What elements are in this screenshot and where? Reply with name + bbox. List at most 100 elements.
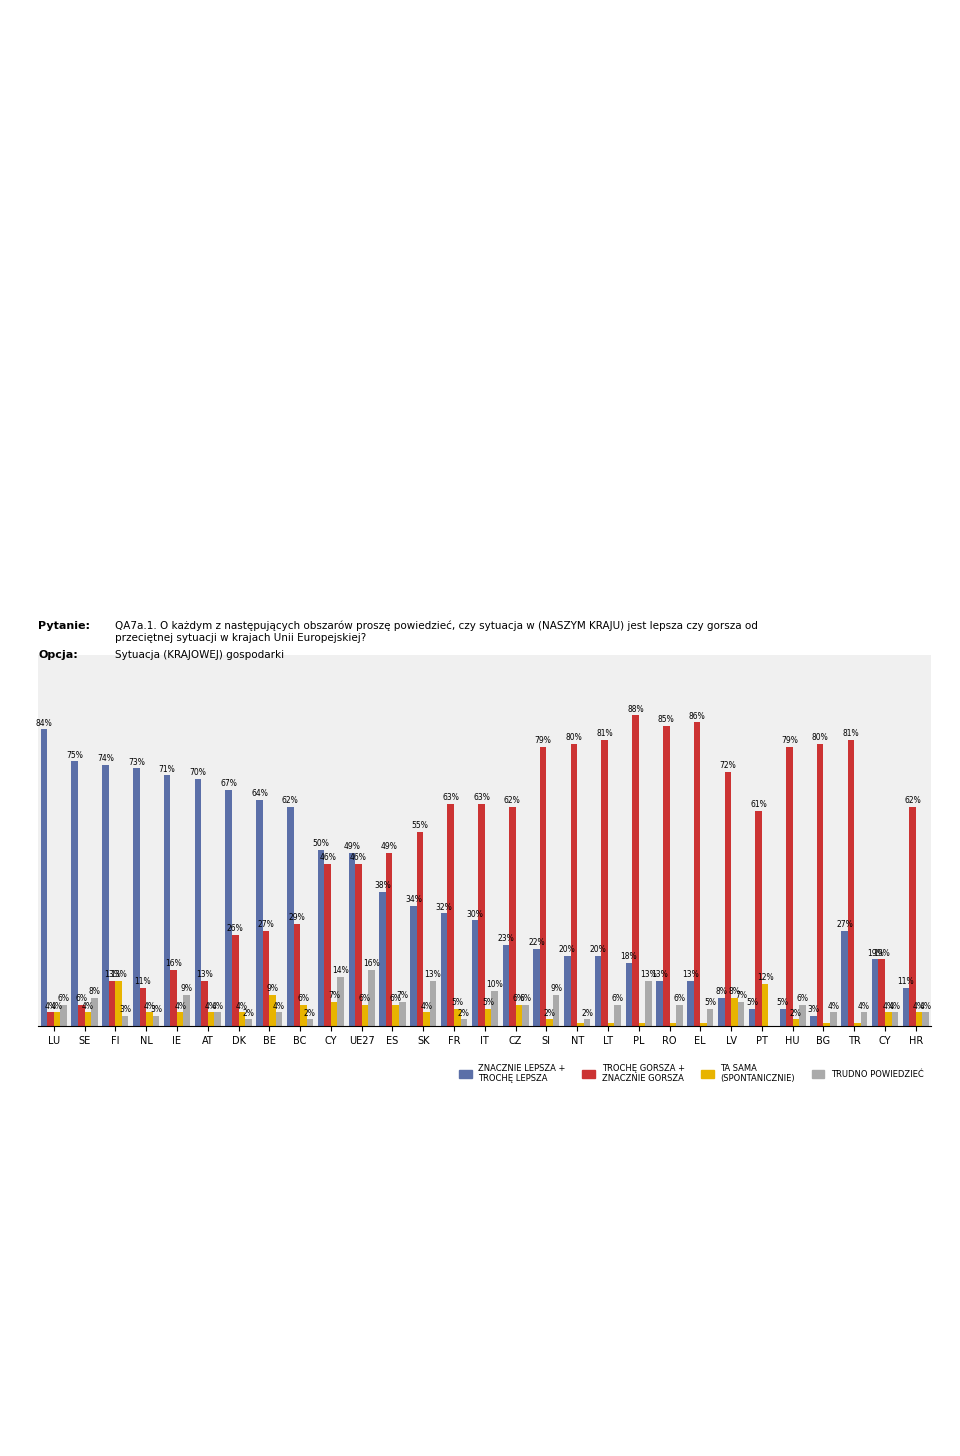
Text: Sytuacja (KRAJOWEJ) gospodarki: Sytuacja (KRAJOWEJ) gospodarki	[115, 651, 284, 660]
Bar	[509, 807, 516, 1026]
Text: 2%: 2%	[790, 1009, 802, 1018]
Bar	[91, 999, 98, 1026]
Bar	[153, 1016, 159, 1026]
Text: Opcja:: Opcja:	[38, 651, 78, 660]
Bar	[564, 955, 570, 1026]
Bar	[577, 1024, 584, 1026]
Text: 32%: 32%	[436, 903, 452, 911]
Text: 85%: 85%	[658, 715, 675, 724]
Bar	[601, 740, 608, 1026]
Text: 22%: 22%	[528, 938, 545, 946]
Bar	[553, 994, 560, 1026]
Text: 6%: 6%	[58, 994, 70, 1003]
Text: 9%: 9%	[267, 984, 278, 993]
Text: 19%: 19%	[867, 948, 883, 958]
Bar	[369, 970, 374, 1026]
Text: 16%: 16%	[363, 960, 380, 968]
Bar	[626, 962, 633, 1026]
Text: 13%: 13%	[424, 970, 442, 978]
Bar	[139, 987, 146, 1026]
Bar	[534, 949, 540, 1026]
Bar	[318, 850, 324, 1026]
Bar	[732, 999, 737, 1026]
Bar	[725, 772, 732, 1026]
Bar	[540, 747, 546, 1026]
Bar	[638, 1024, 645, 1026]
Text: 79%: 79%	[535, 737, 552, 745]
Text: 81%: 81%	[843, 729, 859, 738]
Bar	[737, 1002, 744, 1026]
Text: 6%: 6%	[75, 994, 87, 1003]
Text: 27%: 27%	[257, 920, 275, 929]
Text: 7%: 7%	[396, 992, 408, 1000]
Bar	[718, 999, 725, 1026]
Bar	[78, 1005, 84, 1026]
Text: 5%: 5%	[746, 997, 758, 1008]
Text: 20%: 20%	[589, 945, 607, 954]
Text: 20%: 20%	[559, 945, 576, 954]
Bar	[108, 980, 115, 1026]
Text: 11%: 11%	[898, 977, 914, 986]
Bar	[687, 980, 694, 1026]
Bar	[916, 1012, 923, 1026]
Text: 7%: 7%	[328, 992, 340, 1000]
Bar	[485, 1009, 492, 1026]
Text: Pytanie:: Pytanie:	[38, 622, 90, 630]
Bar	[133, 769, 139, 1026]
Text: 3%: 3%	[807, 1005, 820, 1013]
Text: 63%: 63%	[443, 794, 459, 802]
Text: 46%: 46%	[319, 853, 336, 862]
Text: 72%: 72%	[719, 761, 736, 770]
Bar	[306, 1019, 313, 1026]
Text: 86%: 86%	[688, 712, 706, 721]
Bar	[331, 1002, 337, 1026]
Text: 79%: 79%	[780, 737, 798, 745]
Bar	[861, 1012, 867, 1026]
Text: 5%: 5%	[777, 997, 789, 1008]
Text: 80%: 80%	[565, 732, 583, 741]
Text: 13%: 13%	[640, 970, 657, 978]
Text: 88%: 88%	[627, 705, 644, 713]
Bar	[841, 930, 848, 1026]
Bar	[245, 1019, 252, 1026]
Text: 9%: 9%	[180, 984, 193, 993]
Bar	[810, 1016, 817, 1026]
Bar	[202, 980, 207, 1026]
Bar	[122, 1016, 129, 1026]
Text: 27%: 27%	[836, 920, 852, 929]
Bar	[393, 1005, 399, 1026]
Bar	[657, 980, 663, 1026]
Text: 63%: 63%	[473, 794, 490, 802]
Bar	[756, 811, 762, 1026]
Bar	[633, 715, 638, 1026]
Bar	[786, 747, 793, 1026]
Text: 4%: 4%	[913, 1002, 925, 1010]
Text: przeciętnej sytuacji w krajach Unii Europejskiej?: przeciętnej sytuacji w krajach Unii Euro…	[115, 633, 367, 642]
Bar	[762, 984, 768, 1026]
Text: 4%: 4%	[882, 1002, 895, 1010]
Bar	[454, 1009, 461, 1026]
Text: 4%: 4%	[44, 1002, 57, 1010]
Text: 70%: 70%	[189, 769, 206, 778]
Text: 6%: 6%	[797, 994, 808, 1003]
Bar	[447, 804, 454, 1026]
Text: 74%: 74%	[97, 754, 114, 763]
Text: 13%: 13%	[110, 970, 127, 978]
Bar	[71, 761, 78, 1026]
Bar	[848, 740, 854, 1026]
Text: 10%: 10%	[486, 980, 503, 990]
Text: 4%: 4%	[236, 1002, 248, 1010]
Legend: ZNACZNIE LEPSZA +
TROCHĘ LEPSZA, TROCHĘ GORSZA +
ZNACZNIE GORSZA, TA SAMA
(SPONT: ZNACZNIE LEPSZA + TROCHĘ LEPSZA, TROCHĘ …	[456, 1060, 927, 1086]
Text: 73%: 73%	[128, 757, 145, 766]
Bar	[707, 1009, 713, 1026]
Bar	[902, 987, 909, 1026]
Text: 71%: 71%	[158, 764, 176, 773]
Bar	[294, 925, 300, 1026]
Text: 18%: 18%	[620, 952, 637, 961]
Bar	[570, 744, 577, 1026]
Text: 2%: 2%	[458, 1009, 469, 1018]
Text: 2%: 2%	[581, 1009, 593, 1018]
Bar	[909, 807, 916, 1026]
Bar	[410, 906, 417, 1026]
Bar	[923, 1012, 929, 1026]
